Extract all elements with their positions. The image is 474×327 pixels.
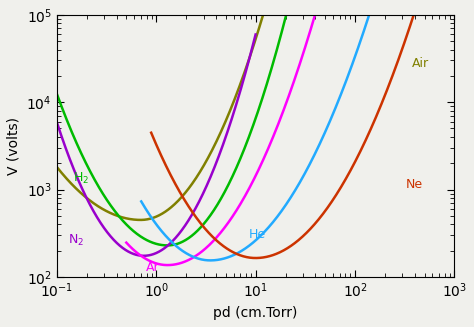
Text: N$_2$: N$_2$ [68,232,84,248]
Text: Ne: Ne [405,178,422,191]
Text: He: He [248,228,266,241]
X-axis label: pd (cm.Torr): pd (cm.Torr) [213,306,298,320]
Y-axis label: V (volts): V (volts) [7,117,21,175]
Text: Ar: Ar [146,261,159,274]
Text: Air: Air [411,57,428,70]
Text: H$_2$: H$_2$ [73,171,89,186]
